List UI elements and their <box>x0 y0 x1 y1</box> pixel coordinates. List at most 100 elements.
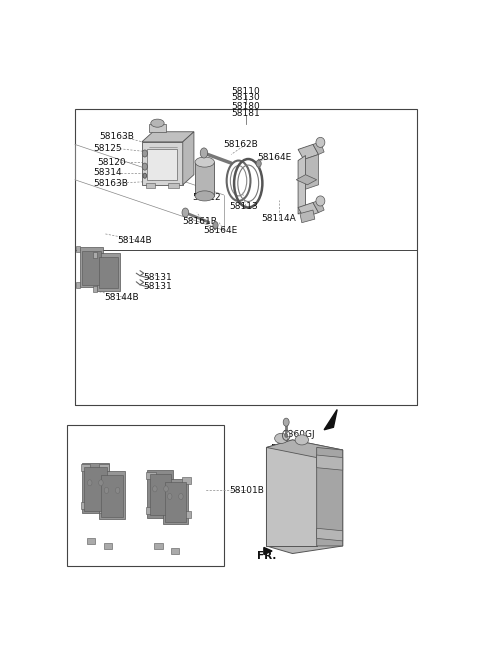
Text: 58151B: 58151B <box>270 444 305 453</box>
Polygon shape <box>300 210 315 222</box>
Polygon shape <box>317 455 343 470</box>
Polygon shape <box>171 548 180 554</box>
Ellipse shape <box>316 137 325 148</box>
Polygon shape <box>182 477 191 484</box>
Text: 58120: 58120 <box>97 157 126 167</box>
Polygon shape <box>104 543 112 549</box>
Circle shape <box>153 486 157 492</box>
Polygon shape <box>83 251 101 285</box>
Polygon shape <box>169 506 178 512</box>
Polygon shape <box>81 464 90 471</box>
Polygon shape <box>163 479 188 524</box>
Text: 58110: 58110 <box>232 87 260 96</box>
Ellipse shape <box>195 157 215 167</box>
Polygon shape <box>150 474 171 516</box>
Circle shape <box>283 418 289 426</box>
Polygon shape <box>195 162 215 196</box>
Polygon shape <box>76 246 81 252</box>
Text: 58181: 58181 <box>232 109 260 117</box>
Circle shape <box>200 148 208 158</box>
Polygon shape <box>155 543 163 549</box>
Polygon shape <box>298 155 305 214</box>
Circle shape <box>285 434 288 438</box>
Polygon shape <box>146 472 156 479</box>
Text: FR.: FR. <box>257 551 276 561</box>
Circle shape <box>179 493 183 499</box>
Text: 58114A: 58114A <box>261 214 296 223</box>
Ellipse shape <box>295 435 309 445</box>
Bar <box>75 109 417 405</box>
Circle shape <box>87 480 92 486</box>
Polygon shape <box>324 409 337 430</box>
Polygon shape <box>296 174 317 185</box>
Polygon shape <box>76 282 81 289</box>
Ellipse shape <box>151 119 164 127</box>
Polygon shape <box>93 285 97 292</box>
Ellipse shape <box>275 434 288 443</box>
Ellipse shape <box>195 191 215 201</box>
Circle shape <box>142 150 147 157</box>
Text: 1360GJ: 1360GJ <box>283 430 316 440</box>
Polygon shape <box>93 252 97 258</box>
Text: 58101B: 58101B <box>229 486 264 495</box>
Polygon shape <box>99 256 118 288</box>
Circle shape <box>104 487 109 493</box>
Polygon shape <box>266 440 343 458</box>
Polygon shape <box>304 155 319 190</box>
Polygon shape <box>97 253 120 291</box>
Polygon shape <box>145 183 155 188</box>
Bar <box>75 251 417 405</box>
Polygon shape <box>99 472 125 520</box>
Polygon shape <box>264 548 272 554</box>
Text: 58162B: 58162B <box>224 140 258 149</box>
Circle shape <box>99 480 103 486</box>
Polygon shape <box>82 462 109 513</box>
Polygon shape <box>147 470 173 518</box>
Text: 58163B: 58163B <box>94 179 128 188</box>
Circle shape <box>256 160 261 167</box>
Text: 58112: 58112 <box>192 193 221 202</box>
Text: 58113: 58113 <box>229 201 258 211</box>
Polygon shape <box>266 440 343 554</box>
Text: 58144B: 58144B <box>105 293 139 302</box>
Polygon shape <box>266 447 317 546</box>
Circle shape <box>142 163 147 170</box>
Circle shape <box>182 208 189 217</box>
Circle shape <box>143 173 147 178</box>
Text: 58131: 58131 <box>144 273 172 281</box>
Text: 58164E: 58164E <box>203 226 238 235</box>
Text: 58125: 58125 <box>94 144 122 153</box>
Text: 58314: 58314 <box>94 168 122 177</box>
Circle shape <box>213 222 218 229</box>
Polygon shape <box>81 247 103 287</box>
Text: 58163B: 58163B <box>99 133 134 141</box>
Polygon shape <box>313 142 324 155</box>
Text: 58164E: 58164E <box>257 152 291 161</box>
Text: 58131: 58131 <box>144 282 172 291</box>
Polygon shape <box>165 482 186 522</box>
Polygon shape <box>84 466 107 510</box>
Text: 58180: 58180 <box>232 102 260 111</box>
Polygon shape <box>168 183 179 188</box>
Polygon shape <box>146 507 156 514</box>
Polygon shape <box>81 502 90 509</box>
Polygon shape <box>142 142 183 185</box>
Circle shape <box>115 487 120 493</box>
Polygon shape <box>317 528 343 541</box>
Polygon shape <box>99 464 108 471</box>
Ellipse shape <box>316 196 325 206</box>
Polygon shape <box>317 447 343 546</box>
Polygon shape <box>87 538 95 544</box>
Polygon shape <box>99 506 108 512</box>
Circle shape <box>164 486 168 492</box>
Text: 58144B: 58144B <box>118 236 152 245</box>
Text: 58130: 58130 <box>232 93 260 102</box>
Polygon shape <box>142 132 194 142</box>
Circle shape <box>168 493 172 499</box>
Polygon shape <box>298 144 319 159</box>
Bar <box>67 424 224 566</box>
Polygon shape <box>182 510 191 518</box>
Polygon shape <box>298 203 319 218</box>
Polygon shape <box>149 124 166 132</box>
Polygon shape <box>313 200 324 213</box>
